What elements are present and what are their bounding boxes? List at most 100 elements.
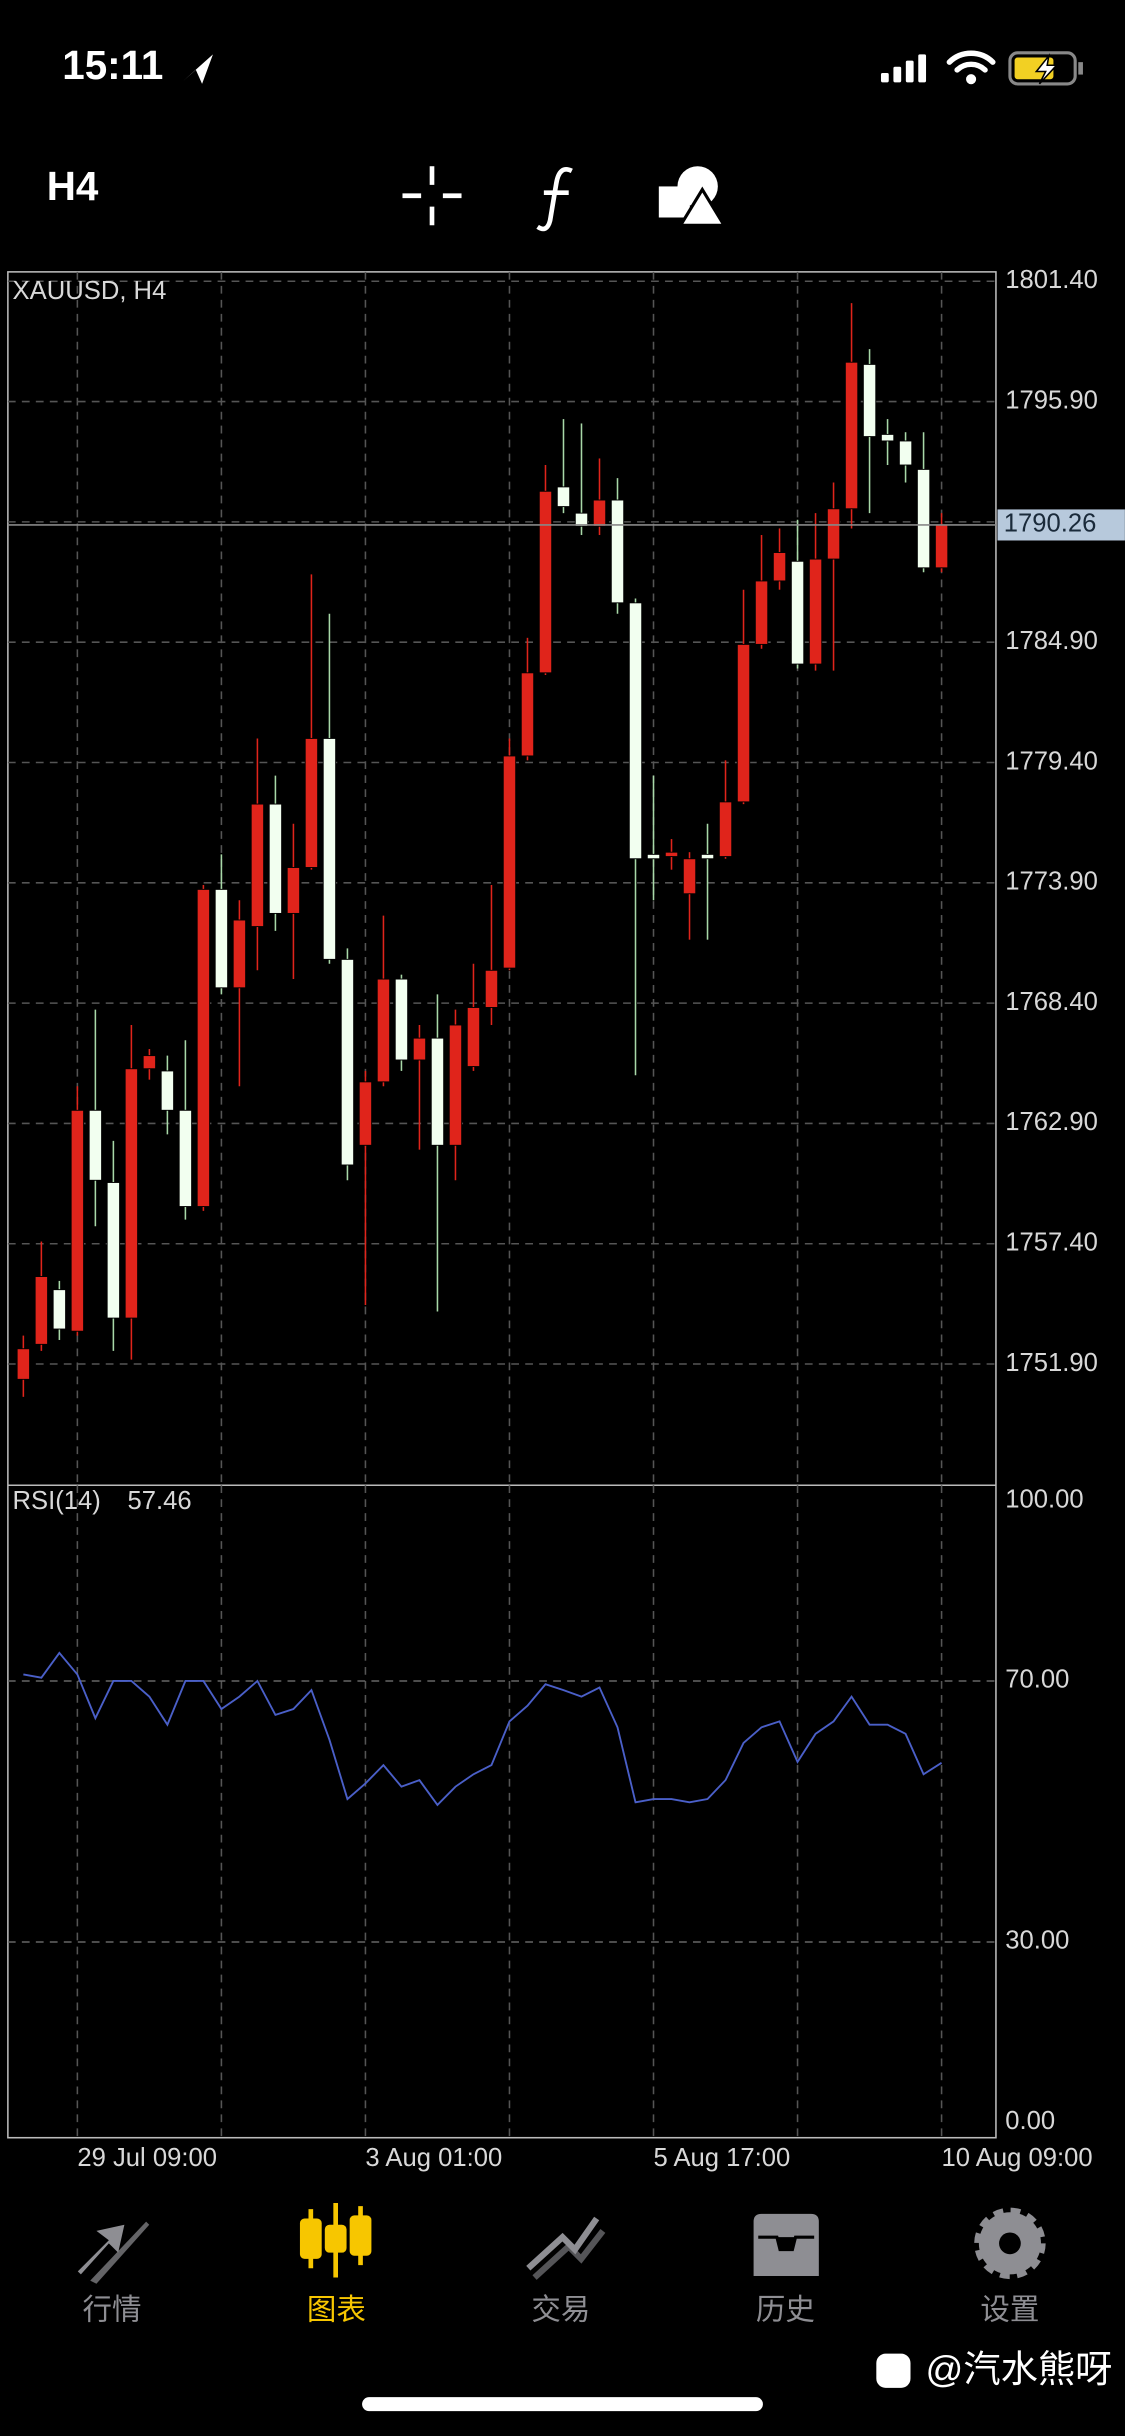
tab-label[interactable]: 行情: [82, 2294, 141, 2327]
candle-body: [790, 560, 805, 665]
candle-body: [466, 1007, 481, 1068]
candle-body: [520, 672, 535, 757]
candle-body: [70, 1109, 85, 1332]
candle-body: [322, 737, 337, 960]
candle-body: [934, 524, 949, 569]
candle-body: [448, 1024, 463, 1146]
candle-body: [844, 361, 859, 510]
watermark-logo: [876, 2353, 911, 2388]
chart-icon[interactable]: [299, 2202, 372, 2278]
symbol-label: XAUUSD, H4: [13, 277, 167, 305]
y-tick-label: 1795.90: [1005, 386, 1098, 414]
quotes-icon[interactable]: [77, 2221, 150, 2284]
candle-body: [700, 853, 715, 860]
candle-body: [214, 888, 229, 989]
candle-body: [916, 468, 931, 569]
signal-icon: [880, 54, 927, 83]
candle-body: [268, 803, 283, 914]
x-tick-label: 29 Jul 09:00: [77, 2144, 217, 2172]
candle-body: [304, 737, 319, 868]
chart-frame: [7, 271, 997, 2139]
objects-button[interactable]: [658, 166, 727, 227]
candle-body: [88, 1109, 103, 1181]
candle-body: [556, 486, 571, 508]
tab-label[interactable]: 历史: [756, 2294, 815, 2327]
candle-body: [124, 1068, 139, 1319]
rsi-line: [23, 1651, 943, 1807]
y-tick-label: 30.00: [1005, 1927, 1069, 1955]
tab-label[interactable]: 交易: [531, 2294, 590, 2327]
current-price-box: [997, 509, 1125, 541]
candle-body: [880, 433, 895, 442]
tab-label[interactable]: 图表: [307, 2294, 366, 2327]
candle-body: [736, 643, 751, 803]
candle-body: [34, 1276, 49, 1345]
home-indicator: [362, 2397, 763, 2412]
timeframe-button[interactable]: H4: [47, 163, 99, 209]
candle-body: [538, 490, 553, 674]
candle-body: [754, 580, 769, 645]
candle-body: [142, 1055, 157, 1070]
charging-icon: [1034, 53, 1059, 85]
battery-tip: [1078, 62, 1083, 75]
battery-icon: [1008, 51, 1077, 86]
candle-body: [646, 853, 661, 860]
candle-body: [574, 512, 589, 527]
candle-body: [196, 888, 211, 1208]
trade-icon[interactable]: [526, 2216, 606, 2280]
indicator-button[interactable]: [536, 167, 573, 232]
candle-body: [484, 969, 499, 1008]
candle-body: [502, 755, 517, 969]
candle-body: [808, 558, 823, 665]
candle-body: [376, 978, 391, 1083]
candle-body: [178, 1109, 193, 1208]
crosshair-button[interactable]: [402, 166, 462, 226]
candle-body: [106, 1182, 121, 1319]
settings-icon[interactable]: [974, 2207, 1046, 2280]
current-price-label: 1790.26: [1004, 510, 1097, 538]
candle-body: [772, 552, 787, 582]
y-tick-label: 1773.90: [1005, 868, 1098, 896]
y-tick-label: 1757.40: [1005, 1228, 1098, 1256]
candle-body: [682, 858, 697, 895]
y-tick-label: 100.00: [1005, 1486, 1083, 1514]
y-tick-label: 70.00: [1005, 1666, 1069, 1694]
candle-body: [358, 1081, 373, 1146]
y-tick-label: 0.00: [1005, 2107, 1055, 2135]
y-tick-label: 1784.90: [1005, 627, 1098, 655]
y-tick-label: 1762.90: [1005, 1108, 1098, 1136]
candle-body: [592, 499, 607, 527]
candle-body: [826, 508, 841, 560]
y-tick-label: 1779.40: [1005, 747, 1098, 775]
x-tick-label: 3 Aug 01:00: [365, 2144, 502, 2172]
indicator-value: 57.46: [128, 1487, 192, 1515]
candle-body: [862, 363, 877, 438]
x-tick-label: 10 Aug 09:00: [942, 2144, 1093, 2172]
x-tick-label: 5 Aug 17:00: [654, 2144, 791, 2172]
tab-label[interactable]: 设置: [980, 2294, 1039, 2327]
indicator-name: RSI(14): [13, 1487, 101, 1515]
candle-body: [250, 803, 265, 928]
wifi-icon: [946, 50, 996, 85]
candle-body: [664, 851, 679, 858]
y-tick-label: 1801.40: [1005, 266, 1098, 294]
watermark: @汽水熊呀: [926, 2348, 1113, 2390]
y-tick-label: 1751.90: [1005, 1349, 1098, 1377]
candle-body: [898, 440, 913, 466]
candle-body: [610, 499, 625, 604]
candle-body: [628, 602, 643, 860]
candle-body: [160, 1070, 175, 1111]
candle-body: [394, 978, 409, 1061]
candle-body: [16, 1348, 31, 1380]
candle-body: [52, 1289, 67, 1330]
location-icon: [183, 54, 213, 84]
candle-body: [232, 919, 247, 989]
candle-body: [286, 867, 301, 914]
candle-body: [718, 801, 733, 858]
candle-body: [430, 1037, 445, 1146]
y-tick-label: 1768.40: [1005, 988, 1098, 1016]
history-icon[interactable]: [750, 2210, 822, 2280]
